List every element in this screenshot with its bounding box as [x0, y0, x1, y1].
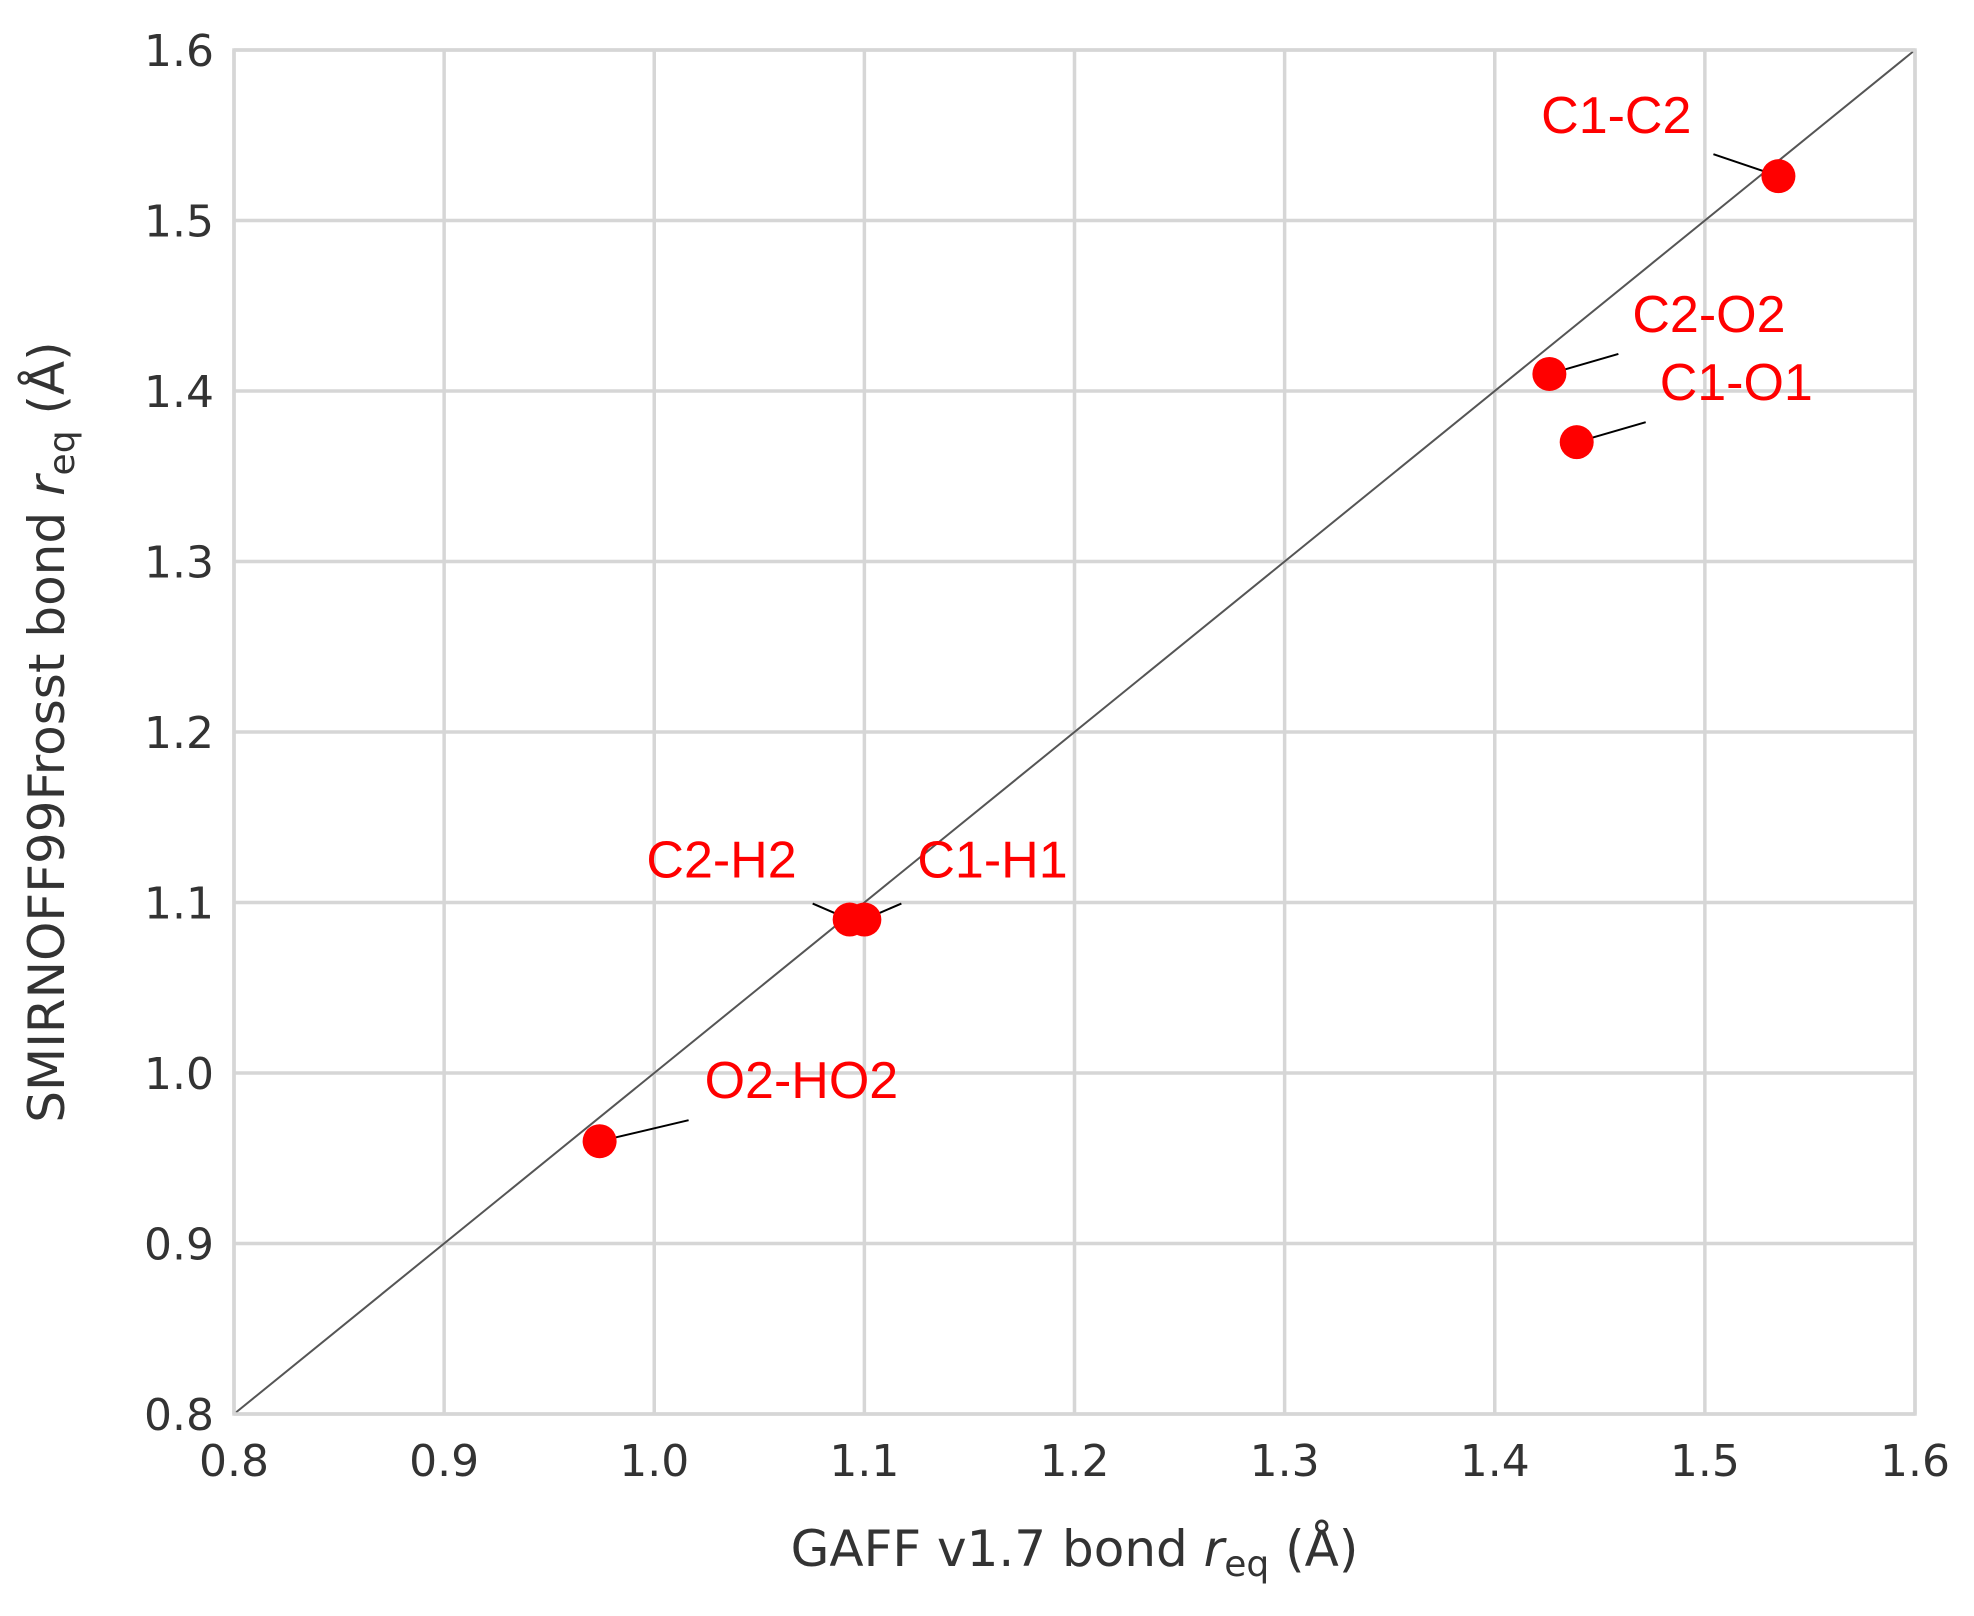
point-label: O2-HO2: [705, 1052, 899, 1110]
y-tick-label: 1.6: [144, 26, 214, 77]
identity-line: [233, 49, 1916, 1415]
tick-labels: 0.8 0.9 1.0 1.1 1.2 1.3 1.4 1.5 1.6 0.8 0.9 1.0 1.1 1…: [144, 26, 1950, 1487]
x-tick-label: 1.1: [829, 1436, 899, 1487]
point-label: C1-H1: [917, 832, 1067, 890]
point-label: C1-C2: [1541, 87, 1691, 145]
y-tick-label: 0.9: [144, 1220, 214, 1271]
data-point: [1559, 425, 1594, 460]
y-axis-label: SMIRNOFF99Frosst bond req (Å): [18, 341, 83, 1122]
y-axis-label-subscript: eq: [42, 430, 83, 475]
x-tick-label: 1.4: [1460, 1436, 1530, 1487]
data-point: [847, 902, 882, 937]
x-tick-label: 0.8: [199, 1436, 269, 1487]
data-point: [582, 1124, 617, 1159]
y-axis-label-symbol: r: [18, 472, 76, 496]
data-points: [582, 159, 1796, 1159]
x-tick-label: 1.2: [1040, 1436, 1110, 1487]
x-axis-label-subscript: eq: [1224, 1544, 1269, 1585]
annotation-connectors: [599, 153, 1779, 1143]
y-axis-label-prefix: SMIRNOFF99Frosst bond: [18, 496, 76, 1123]
x-axis-label-suffix: (Å): [1269, 1520, 1358, 1578]
data-point: [1761, 159, 1796, 194]
y-tick-label: 1.0: [144, 1049, 214, 1100]
y-tick-label: 1.5: [144, 197, 214, 248]
point-label: C2-H2: [646, 832, 796, 890]
y-tick-label: 0.8: [144, 1390, 214, 1441]
x-tick-label: 0.9: [409, 1436, 479, 1487]
y-tick-label: 1.4: [144, 367, 214, 418]
point-label: C2-O2: [1632, 286, 1785, 344]
point-label: C1-O1: [1660, 354, 1813, 412]
x-tick-label: 1.3: [1250, 1436, 1320, 1487]
x-axis-label-prefix: GAFF v1.7 bond: [791, 1520, 1204, 1578]
point-labels: C1-C2 C2-O2 C1-O1 C2-H2 C1-H1 O2-HO2: [646, 87, 1812, 1110]
x-tick-label: 1.6: [1880, 1436, 1950, 1487]
plot-area: [232, 48, 1917, 1416]
x-axis-label-symbol: r: [1204, 1520, 1228, 1578]
y-tick-label: 1.2: [144, 708, 214, 759]
y-axis-label-suffix: (Å): [18, 341, 76, 430]
x-tick-label: 1.5: [1670, 1436, 1740, 1487]
x-tick-label: 1.0: [619, 1436, 689, 1487]
y-tick-label: 1.1: [144, 879, 214, 930]
data-point: [1532, 356, 1567, 391]
x-axis-label: GAFF v1.7 bond req (Å): [791, 1520, 1359, 1585]
y-tick-label: 1.3: [144, 538, 214, 589]
